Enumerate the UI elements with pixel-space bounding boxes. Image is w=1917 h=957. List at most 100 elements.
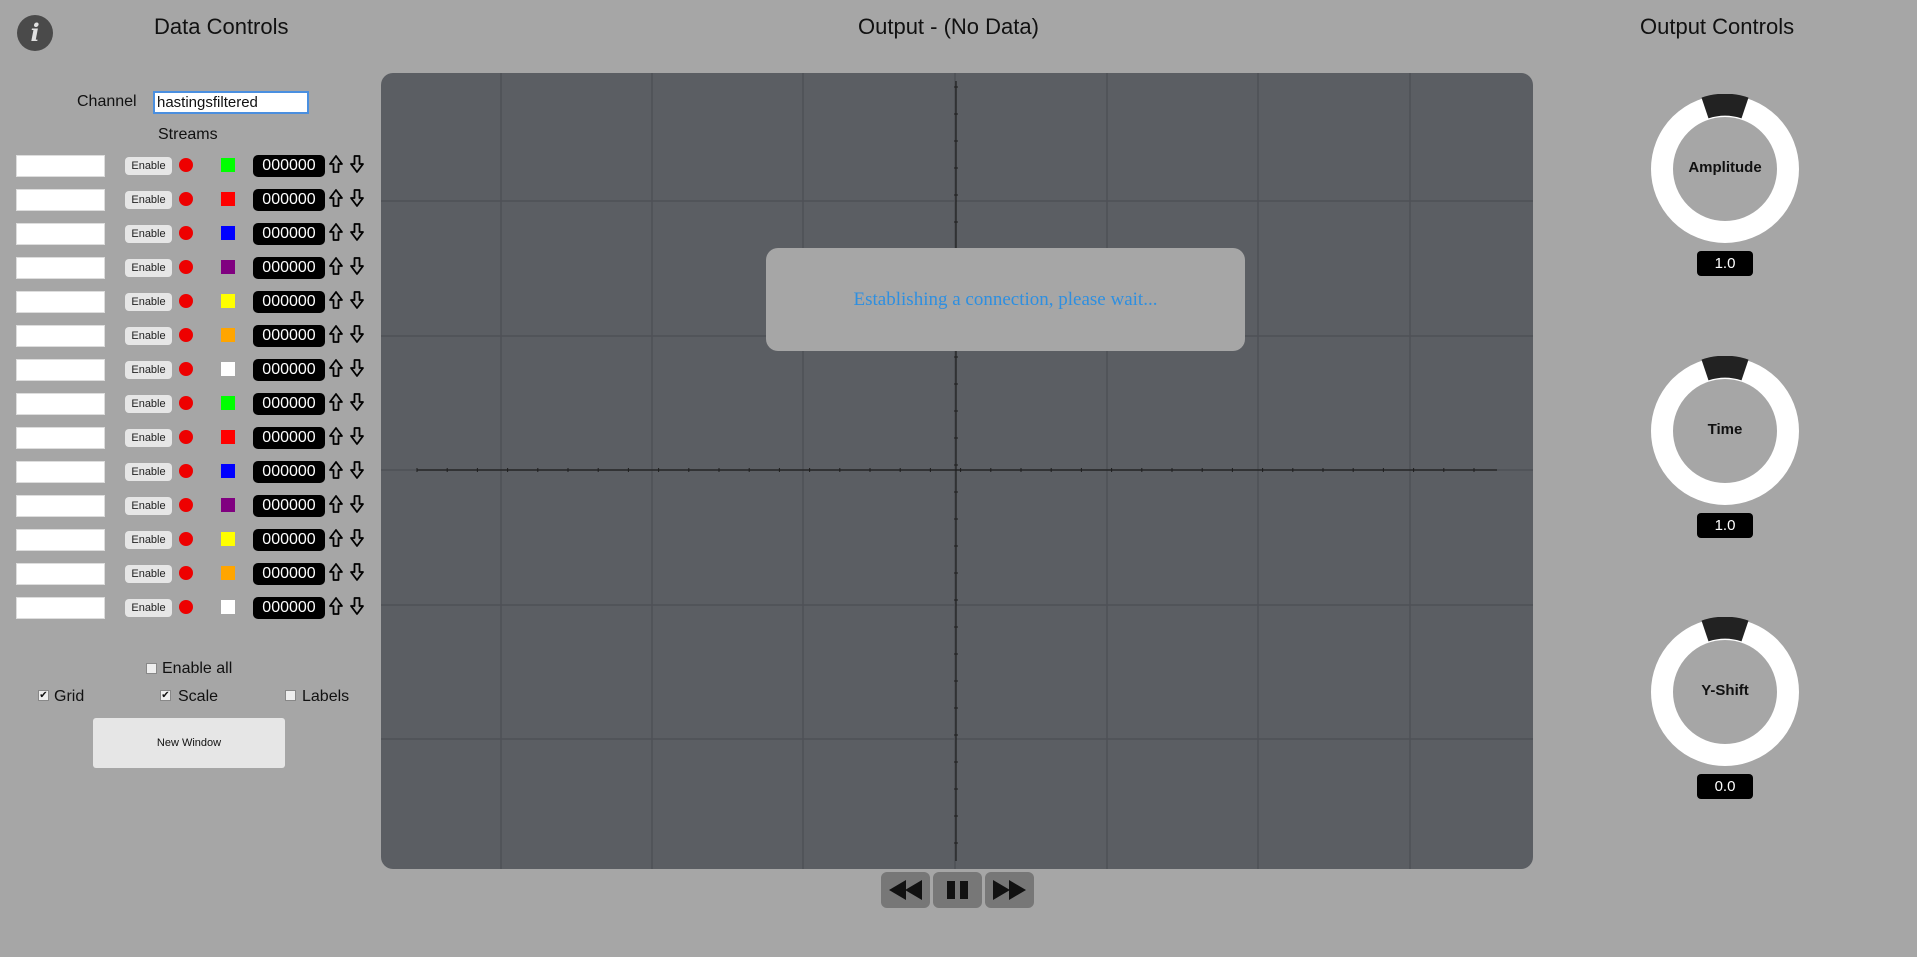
move-up-icon[interactable] xyxy=(328,289,344,311)
stream-value-display[interactable]: 000000 xyxy=(253,325,325,347)
stream-enable-button[interactable]: Enable xyxy=(125,565,172,583)
move-down-icon[interactable] xyxy=(349,527,365,549)
move-down-icon[interactable] xyxy=(349,221,365,243)
stream-name-input[interactable] xyxy=(16,393,105,415)
stream-color-swatch[interactable] xyxy=(221,532,235,546)
move-up-icon[interactable] xyxy=(328,561,344,583)
fast-forward-button[interactable] xyxy=(985,872,1034,908)
stream-name-input[interactable] xyxy=(16,257,105,279)
stream-enable-button[interactable]: Enable xyxy=(125,327,172,345)
move-down-icon[interactable] xyxy=(349,561,365,583)
stream-color-swatch[interactable] xyxy=(221,192,235,206)
stream-enable-button[interactable]: Enable xyxy=(125,293,172,311)
stream-color-swatch[interactable] xyxy=(221,362,235,376)
move-down-icon[interactable] xyxy=(349,255,365,277)
move-up-icon[interactable] xyxy=(328,357,344,379)
stream-value-display[interactable]: 000000 xyxy=(253,495,325,517)
knob-value-display[interactable]: 0.0 xyxy=(1697,774,1753,799)
move-up-icon[interactable] xyxy=(328,153,344,175)
knob-yshift[interactable]: Y-Shift xyxy=(1650,616,1800,767)
stream-color-swatch[interactable] xyxy=(221,498,235,512)
stream-enable-button[interactable]: Enable xyxy=(125,463,172,481)
stream-enable-button[interactable]: Enable xyxy=(125,361,172,379)
new-window-button[interactable]: New Window xyxy=(93,718,285,768)
stream-color-swatch[interactable] xyxy=(221,430,235,444)
move-up-icon[interactable] xyxy=(328,595,344,617)
move-down-icon[interactable] xyxy=(349,425,365,447)
stream-value-display[interactable]: 000000 xyxy=(253,427,325,449)
channel-input[interactable]: hastingsfiltered xyxy=(153,91,309,114)
knob-time[interactable]: Time xyxy=(1650,355,1800,506)
stream-color-swatch[interactable] xyxy=(221,328,235,342)
scale-checkbox[interactable]: ✔ xyxy=(160,690,171,701)
stream-enable-button[interactable]: Enable xyxy=(125,259,172,277)
stream-color-swatch[interactable] xyxy=(221,566,235,580)
knob-value-display[interactable]: 1.0 xyxy=(1697,251,1753,276)
move-down-icon[interactable] xyxy=(349,595,365,617)
stream-name-input[interactable] xyxy=(16,291,105,313)
move-up-icon[interactable] xyxy=(328,459,344,481)
stream-value-display[interactable]: 000000 xyxy=(253,155,325,177)
stream-name-input[interactable] xyxy=(16,597,105,619)
stream-enable-button[interactable]: Enable xyxy=(125,225,172,243)
stream-value-display[interactable]: 000000 xyxy=(253,461,325,483)
move-up-icon[interactable] xyxy=(328,527,344,549)
stream-name-input[interactable] xyxy=(16,223,105,245)
stream-value-display[interactable]: 000000 xyxy=(253,597,325,619)
stream-value-display[interactable]: 000000 xyxy=(253,359,325,381)
move-up-icon[interactable] xyxy=(328,255,344,277)
grid-checkbox[interactable]: ✔ xyxy=(38,690,49,701)
stream-color-swatch[interactable] xyxy=(221,226,235,240)
stream-value-display[interactable]: 000000 xyxy=(253,529,325,551)
move-down-icon[interactable] xyxy=(349,459,365,481)
stream-name-input[interactable] xyxy=(16,427,105,449)
stream-name-input[interactable] xyxy=(16,325,105,347)
stream-enable-button[interactable]: Enable xyxy=(125,429,172,447)
move-down-icon[interactable] xyxy=(349,493,365,515)
stream-color-swatch[interactable] xyxy=(221,600,235,614)
stream-color-swatch[interactable] xyxy=(221,396,235,410)
move-down-icon[interactable] xyxy=(349,187,365,209)
stream-name-input[interactable] xyxy=(16,359,105,381)
stream-enable-button[interactable]: Enable xyxy=(125,157,172,175)
move-down-icon[interactable] xyxy=(349,357,365,379)
stream-value-display[interactable]: 000000 xyxy=(253,563,325,585)
labels-checkbox[interactable] xyxy=(285,690,296,701)
stream-value-display[interactable]: 000000 xyxy=(253,257,325,279)
stream-enable-button[interactable]: Enable xyxy=(125,191,172,209)
move-up-icon[interactable] xyxy=(328,221,344,243)
stream-name-input[interactable] xyxy=(16,529,105,551)
stream-enable-button[interactable]: Enable xyxy=(125,599,172,617)
stream-value-display[interactable]: 000000 xyxy=(253,393,325,415)
move-up-icon[interactable] xyxy=(328,493,344,515)
stream-name-input[interactable] xyxy=(16,461,105,483)
move-up-icon[interactable] xyxy=(328,391,344,413)
stream-value-display[interactable]: 000000 xyxy=(253,291,325,313)
move-down-icon[interactable] xyxy=(349,153,365,175)
knob-amplitude[interactable]: Amplitude xyxy=(1650,93,1800,244)
enable-all-checkbox[interactable] xyxy=(146,663,157,674)
stream-color-swatch[interactable] xyxy=(221,294,235,308)
move-up-icon[interactable] xyxy=(328,187,344,209)
stream-enable-button[interactable]: Enable xyxy=(125,395,172,413)
stream-color-swatch[interactable] xyxy=(221,158,235,172)
stream-name-input[interactable] xyxy=(16,155,105,177)
move-up-icon[interactable] xyxy=(328,425,344,447)
pause-button[interactable] xyxy=(933,872,982,908)
stream-name-input[interactable] xyxy=(16,189,105,211)
move-up-icon[interactable] xyxy=(328,323,344,345)
rewind-button[interactable] xyxy=(881,872,930,908)
stream-name-input[interactable] xyxy=(16,563,105,585)
stream-color-swatch[interactable] xyxy=(221,260,235,274)
stream-name-input[interactable] xyxy=(16,495,105,517)
knob-value-display[interactable]: 1.0 xyxy=(1697,513,1753,538)
move-down-icon[interactable] xyxy=(349,289,365,311)
stream-value-display[interactable]: 000000 xyxy=(253,189,325,211)
stream-value-display[interactable]: 000000 xyxy=(253,223,325,245)
info-icon[interactable]: i xyxy=(17,15,53,51)
stream-enable-button[interactable]: Enable xyxy=(125,531,172,549)
stream-color-swatch[interactable] xyxy=(221,464,235,478)
stream-enable-button[interactable]: Enable xyxy=(125,497,172,515)
move-down-icon[interactable] xyxy=(349,391,365,413)
move-down-icon[interactable] xyxy=(349,323,365,345)
